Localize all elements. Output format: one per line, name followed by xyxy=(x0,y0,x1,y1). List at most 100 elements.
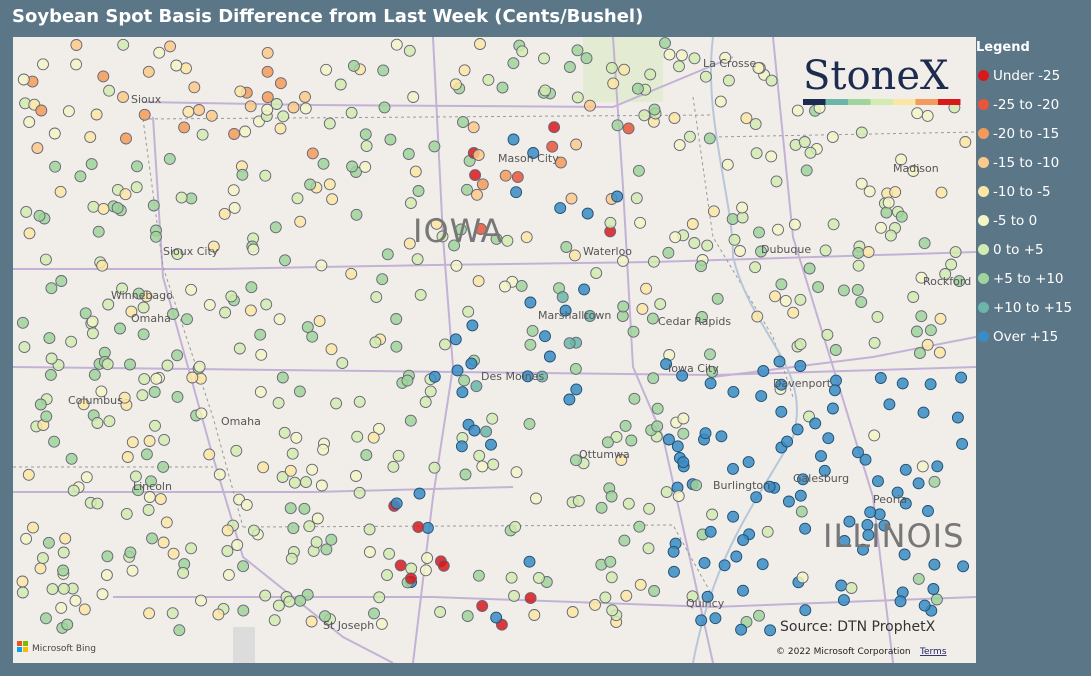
site-marker xyxy=(631,82,644,95)
site-marker xyxy=(791,423,804,436)
site-marker xyxy=(756,558,769,571)
site-marker xyxy=(125,305,138,318)
site-marker xyxy=(711,292,724,305)
site-marker xyxy=(862,529,875,542)
site-marker xyxy=(34,398,47,411)
site-marker xyxy=(247,524,260,537)
site-marker xyxy=(59,532,72,545)
site-marker xyxy=(565,192,578,205)
site-marker xyxy=(74,170,87,183)
site-marker xyxy=(510,466,523,479)
site-marker xyxy=(88,368,101,381)
site-marker xyxy=(145,475,157,488)
site-marker xyxy=(404,414,417,427)
site-marker xyxy=(378,101,391,114)
site-marker xyxy=(569,362,582,375)
site-marker xyxy=(294,215,307,228)
site-marker xyxy=(559,304,572,317)
site-marker xyxy=(704,525,717,538)
terms-link[interactable]: Terms xyxy=(919,647,947,657)
site-marker xyxy=(837,284,850,297)
site-marker xyxy=(956,437,969,450)
site-marker xyxy=(628,392,641,405)
site-marker xyxy=(225,290,238,303)
site-marker xyxy=(688,237,701,249)
city-label: Cedar Rapids xyxy=(658,315,731,328)
site-marker xyxy=(570,138,583,151)
site-marker xyxy=(218,207,231,220)
legend-swatch xyxy=(978,215,989,226)
site-marker xyxy=(103,84,116,97)
ms-logo xyxy=(23,647,28,652)
logo-stripe xyxy=(893,99,916,105)
site-marker xyxy=(563,393,576,406)
city-label: Galesburg xyxy=(793,472,849,485)
site-marker xyxy=(742,456,755,469)
site-marker xyxy=(457,116,469,129)
site-marker xyxy=(931,460,944,473)
site-marker xyxy=(643,502,656,515)
site-marker xyxy=(65,335,78,348)
site-marker xyxy=(320,63,333,76)
site-marker xyxy=(955,371,968,384)
site-marker xyxy=(862,246,875,258)
site-marker xyxy=(829,344,842,356)
site-marker xyxy=(648,585,661,597)
site-marker xyxy=(448,239,461,252)
site-marker xyxy=(683,130,696,143)
site-marker xyxy=(804,146,817,159)
site-marker xyxy=(40,612,52,625)
river xyxy=(692,37,799,663)
site-marker xyxy=(822,432,835,445)
site-marker xyxy=(403,44,416,57)
site-marker xyxy=(556,291,569,304)
site-marker xyxy=(761,525,774,538)
site-marker xyxy=(620,589,633,602)
site-marker xyxy=(268,614,281,627)
site-marker xyxy=(461,183,473,196)
site-marker xyxy=(476,460,489,473)
site-marker xyxy=(933,346,946,359)
site-marker xyxy=(299,102,312,115)
site-marker xyxy=(306,147,319,160)
site-marker xyxy=(103,415,116,428)
site-marker xyxy=(837,594,850,607)
site-marker xyxy=(360,140,373,153)
site-marker xyxy=(261,46,274,59)
site-marker xyxy=(272,396,285,409)
site-marker xyxy=(462,305,475,318)
ms-logo xyxy=(17,647,22,652)
site-marker xyxy=(521,370,534,383)
logo-stripe xyxy=(848,99,871,105)
site-marker xyxy=(871,310,884,323)
site-marker xyxy=(359,128,372,141)
site-marker xyxy=(826,402,839,415)
site-marker xyxy=(323,117,336,130)
site-marker xyxy=(659,37,671,50)
site-marker xyxy=(934,312,947,325)
site-marker xyxy=(233,342,246,355)
site-marker xyxy=(449,333,462,346)
site-marker xyxy=(690,479,703,492)
site-marker xyxy=(795,505,808,518)
site-marker xyxy=(239,125,252,138)
site-marker xyxy=(642,542,655,555)
site-marker xyxy=(605,490,618,503)
city-label: Des Moines xyxy=(481,370,544,383)
site-marker xyxy=(510,186,523,199)
site-marker xyxy=(353,395,366,408)
site-marker xyxy=(130,181,143,194)
site-marker xyxy=(45,352,58,365)
site-marker xyxy=(874,372,887,384)
logo-stripe xyxy=(825,99,848,105)
site-marker xyxy=(91,417,104,429)
site-marker xyxy=(818,464,831,477)
site-marker xyxy=(166,607,179,620)
site-marker xyxy=(114,322,126,335)
site-marker xyxy=(769,290,781,303)
site-marker xyxy=(375,617,388,630)
legend-item: +10 to +15 xyxy=(976,293,1091,322)
site-marker xyxy=(222,568,235,581)
site-marker xyxy=(419,396,432,409)
